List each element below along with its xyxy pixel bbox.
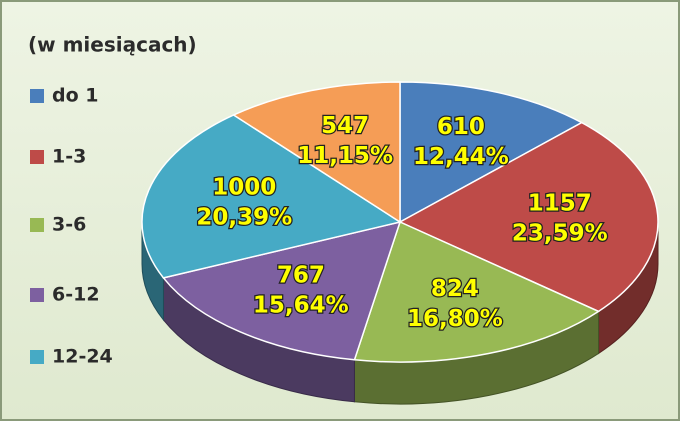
legend-swatch (30, 89, 44, 103)
value-label: 547 (321, 113, 369, 139)
legend-swatch (30, 350, 44, 364)
value-label: 610 (437, 114, 485, 140)
slice (398, 121, 659, 313)
percent-label: 16,80% (407, 306, 503, 332)
legend-label: 1-3 (52, 146, 86, 168)
value-label: 767 (277, 263, 325, 289)
percent-label: 23,59% (512, 220, 608, 246)
chart-title: (w miesiącach) (28, 33, 197, 57)
legend-swatch (30, 218, 44, 232)
legend-swatch (30, 150, 44, 164)
value-label: 824 (431, 276, 479, 302)
legend-label: 12-24 (52, 346, 113, 368)
value-label: 1000 (212, 175, 276, 201)
percent-label: 11,15% (297, 143, 393, 169)
percent-label: 15,64% (253, 293, 349, 319)
percent-label: 12,44% (413, 144, 509, 170)
value-label: 1157 (528, 190, 592, 216)
percent-label: 20,39% (196, 205, 292, 231)
legend-label: 3-6 (52, 214, 86, 236)
legend-swatch (30, 288, 44, 302)
slice (353, 220, 601, 363)
slice (399, 81, 584, 224)
slice (141, 114, 402, 279)
legend-label: do 1 (52, 85, 99, 107)
slice (232, 81, 401, 224)
slice (162, 220, 402, 361)
legend-label: 6-12 (52, 284, 100, 306)
